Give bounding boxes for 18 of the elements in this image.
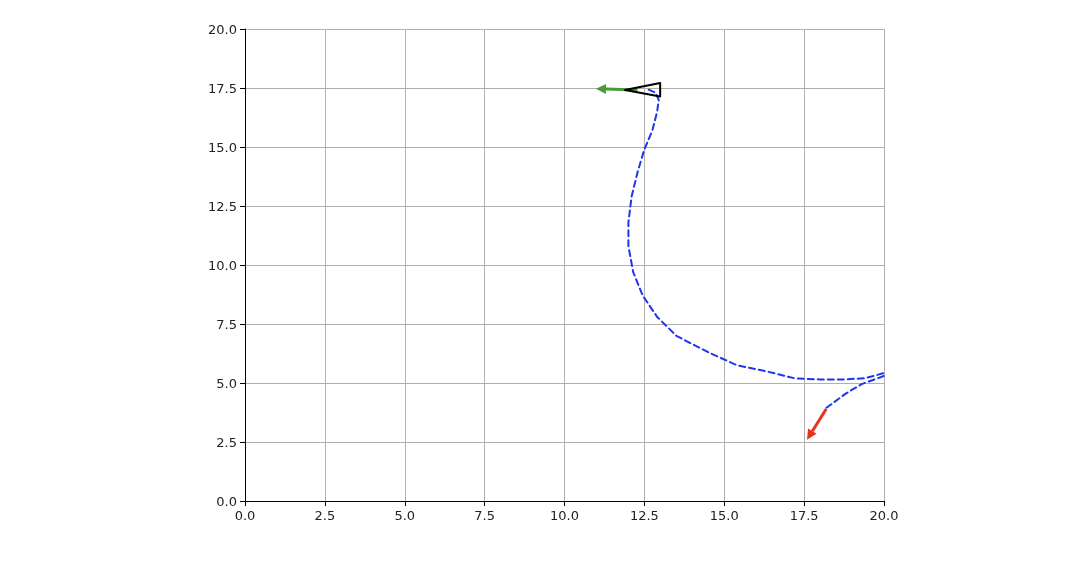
x-tick-label: 2.5 xyxy=(314,508,336,523)
x-tick-label: 15.0 xyxy=(709,508,739,523)
y-tick-label: 7.5 xyxy=(216,316,237,332)
x-tick-label: 17.5 xyxy=(789,508,819,523)
y-tick-label: 12.5 xyxy=(208,198,237,214)
x-tick-label: 5.0 xyxy=(394,508,416,523)
y-tick-label: 20.0 xyxy=(208,21,237,37)
x-tick-label: 7.5 xyxy=(474,508,495,523)
y-tick-label: 10.0 xyxy=(208,257,237,273)
x-tick-label: 10.0 xyxy=(550,508,579,523)
y-tick-label: 15.0 xyxy=(208,139,237,155)
y-tick-label: 5.0 xyxy=(216,375,237,391)
x-tick-label: 0.0 xyxy=(234,508,256,523)
y-tick-label: 2.5 xyxy=(216,434,237,450)
y-tick-label: 17.5 xyxy=(208,80,237,96)
y-tick-label: 0.0 xyxy=(216,493,237,509)
x-tick-label: 20.0 xyxy=(869,508,899,523)
x-tick-label: 12.5 xyxy=(629,508,659,523)
